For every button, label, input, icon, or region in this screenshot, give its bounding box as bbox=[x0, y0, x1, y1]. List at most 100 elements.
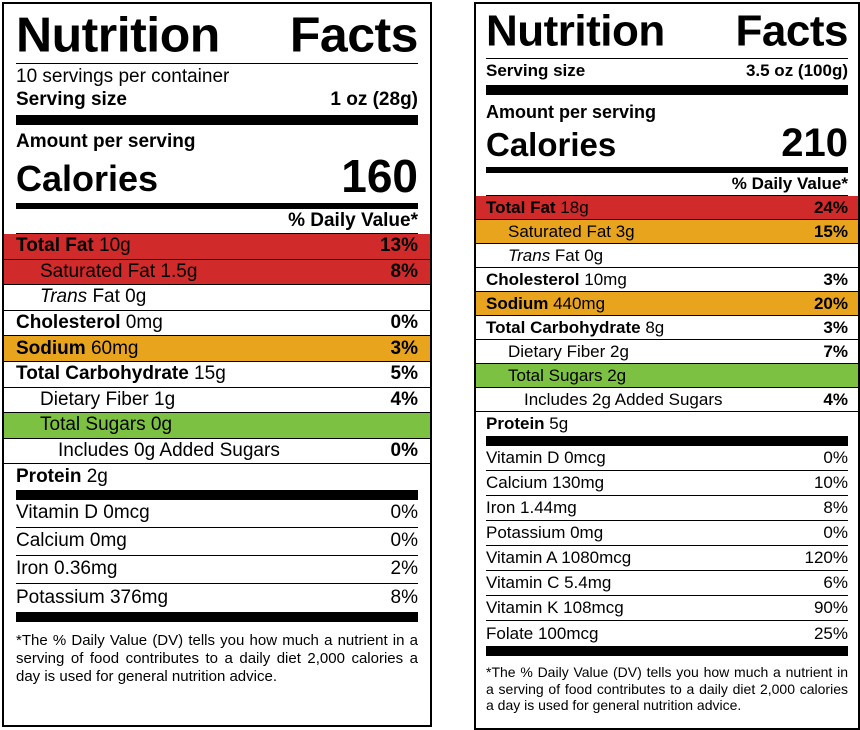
nutrient-row: Includes 0g Added Sugars 0% bbox=[4, 439, 430, 465]
vitamin-row: Vitamin D 0mcg 0% bbox=[16, 500, 418, 528]
nutrient-row: Total Sugars 0g bbox=[4, 413, 430, 439]
nutrient-row: Dietary Fiber 1g 4% bbox=[4, 388, 430, 414]
vitamin-list: Vitamin D 0mcg 0% Calcium 130mg 10% Iron 1.4… bbox=[486, 446, 848, 646]
nutrient-daily-value: 13% bbox=[379, 235, 418, 257]
calories-label: Calories bbox=[486, 126, 617, 163]
nutrient-row: Total Carbohydrate 15g 5% bbox=[4, 362, 430, 388]
vitamin-row: Potassium 0mg 0% bbox=[486, 521, 848, 546]
vitamin-name: Calcium 130mg bbox=[486, 473, 605, 492]
nutrient-daily-value: 8% bbox=[390, 260, 418, 282]
nutrient-daily-value: 3% bbox=[390, 337, 418, 359]
nutrient-name: Total Sugars 0g bbox=[16, 414, 172, 436]
nutrient-daily-value: 24% bbox=[813, 197, 848, 217]
vitamin-row: Vitamin D 0mcg 0% bbox=[486, 446, 848, 471]
nutrient-name: Total Fat 10g bbox=[16, 235, 131, 257]
nutrition-label-left: Nutrition Facts 10 servings per containe… bbox=[2, 2, 432, 727]
nutrient-amount: 18g bbox=[555, 197, 589, 217]
nutrient-bold-name: Sodium bbox=[486, 293, 549, 313]
serving-size-label: Serving size bbox=[486, 61, 586, 80]
nutrient-bold-name: Total Fat bbox=[16, 235, 94, 257]
nutrient-amount: 440mg bbox=[548, 293, 606, 313]
nutrient-bold-name: Protein bbox=[16, 466, 82, 488]
nutrient-name: Sodium 440mg bbox=[486, 294, 605, 314]
nutrient-name: Cholesterol 0mg bbox=[16, 312, 163, 334]
nutrient-bold-name: Total Carbohydrate bbox=[16, 363, 189, 385]
nutrient-name: Saturated Fat 1.5g bbox=[16, 261, 197, 283]
nutrient-italic-name: Trans bbox=[40, 286, 88, 308]
amount-per-serving: Amount per serving bbox=[16, 131, 196, 152]
nutrient-text: Total Sugars 2g bbox=[508, 365, 627, 385]
nutrient-name: Protein 5g bbox=[486, 414, 568, 434]
nutrient-name: Dietary Fiber 1g bbox=[16, 389, 175, 411]
nutrient-row: Saturated Fat 3g 15% bbox=[476, 220, 858, 244]
nutrient-bold-name: Total Fat bbox=[486, 197, 556, 217]
nutrient-name: Protein 2g bbox=[16, 466, 108, 488]
title-word-2: Facts bbox=[735, 7, 849, 56]
daily-value-footnote: *The % Daily Value (DV) tells you how mu… bbox=[486, 664, 848, 713]
nutrient-text: Saturated Fat 3g bbox=[508, 221, 635, 241]
nutrient-text: Dietary Fiber 2g bbox=[508, 341, 629, 361]
nutrient-row: Cholesterol 0mg 0% bbox=[4, 311, 430, 337]
nutrient-row: Total Fat 10g 13% bbox=[4, 234, 430, 260]
vitamin-name: Potassium 376mg bbox=[16, 586, 169, 608]
nutrient-row: Sodium 60mg 3% bbox=[4, 336, 430, 362]
nutrient-row: Trans Fat 0g bbox=[476, 244, 858, 268]
vitamin-name: Potassium 0mg bbox=[486, 523, 604, 542]
calories-value: 160 bbox=[341, 150, 418, 202]
calories-label: Calories bbox=[16, 158, 159, 199]
vitamin-row: Vitamin C 5.4mg 6% bbox=[486, 571, 848, 596]
nutrient-name: Sodium 60mg bbox=[16, 338, 138, 360]
nutrient-name: Dietary Fiber 2g bbox=[486, 342, 629, 362]
vitamin-daily-value: 0% bbox=[823, 448, 848, 467]
vitamin-name: Vitamin C 5.4mg bbox=[486, 573, 612, 592]
servings-per-container: 10 servings per container bbox=[16, 66, 230, 87]
vitamin-daily-value: 0% bbox=[390, 530, 418, 552]
vitamin-name: Calcium 0mg bbox=[16, 530, 127, 552]
divider-thick bbox=[16, 115, 418, 125]
divider-thick bbox=[16, 489, 418, 500]
title-word-2: Facts bbox=[289, 7, 419, 63]
vitamin-daily-value: 8% bbox=[390, 586, 418, 608]
nutrient-name: Total Fat 18g bbox=[486, 198, 589, 218]
nutrient-amount: 0mg bbox=[120, 312, 163, 334]
vitamin-name: Vitamin D 0mcg bbox=[16, 502, 150, 524]
nutrient-name: Total Carbohydrate 15g bbox=[16, 363, 226, 385]
calories-row: Calories 210 bbox=[486, 123, 848, 167]
calories-row: Calories 160 bbox=[16, 153, 418, 203]
vitamin-daily-value: 0% bbox=[390, 502, 418, 524]
nutrient-name: Includes 0g Added Sugars bbox=[16, 440, 280, 462]
nutrient-row: Dietary Fiber 2g 7% bbox=[476, 340, 858, 364]
divider-thick bbox=[16, 611, 418, 622]
vitamin-row: Folate 100mcg 25% bbox=[486, 621, 848, 646]
nutrient-bold-name: Protein bbox=[486, 414, 545, 433]
divider-thick bbox=[486, 436, 848, 446]
nutrient-row: Includes 2g Added Sugars 4% bbox=[476, 388, 858, 412]
serving-size-value: 1 oz (28g) bbox=[330, 89, 418, 110]
nutrient-daily-value: 0% bbox=[390, 312, 418, 334]
nutrient-text: Includes 2g Added Sugars bbox=[524, 389, 723, 409]
vitamin-name: Iron 0.36mg bbox=[16, 558, 118, 580]
vitamin-row: Vitamin K 108mcg 90% bbox=[486, 596, 848, 621]
vitamin-daily-value: 10% bbox=[813, 473, 848, 492]
divider-medium bbox=[16, 203, 418, 209]
divider-thick bbox=[486, 646, 848, 656]
nutrient-name: Includes 2g Added Sugars bbox=[486, 390, 722, 410]
nutrient-list: Total Fat 10g 13% Saturated Fat 1.5g 8% Tran… bbox=[4, 234, 430, 490]
vitamin-name: Vitamin A 1080mcg bbox=[486, 548, 632, 567]
vitamin-daily-value: 6% bbox=[823, 573, 848, 592]
nutrient-row: Protein 2g bbox=[4, 464, 430, 490]
vitamin-list: Vitamin D 0mcg 0% Calcium 0mg 0% Iron 0.36mg… bbox=[16, 500, 418, 612]
daily-value-header: % Daily Value* bbox=[16, 209, 418, 234]
daily-value-footnote: *The % Daily Value (DV) tells you how mu… bbox=[16, 631, 418, 685]
nutrient-amount: 10g bbox=[93, 235, 131, 257]
vitamin-daily-value: 2% bbox=[390, 558, 418, 580]
nutrient-daily-value: 20% bbox=[813, 293, 848, 313]
nutrient-daily-value: 7% bbox=[823, 341, 848, 361]
nutrient-text: Total Sugars 0g bbox=[40, 414, 173, 436]
label-title: Nutrition Facts bbox=[16, 7, 419, 63]
vitamin-row: Vitamin A 1080mcg 120% bbox=[486, 546, 848, 571]
nutrient-daily-value: 4% bbox=[390, 388, 418, 410]
nutrient-name: Saturated Fat 3g bbox=[486, 222, 635, 242]
vitamin-daily-value: 90% bbox=[813, 598, 848, 617]
nutrient-daily-value: 3% bbox=[823, 269, 848, 289]
